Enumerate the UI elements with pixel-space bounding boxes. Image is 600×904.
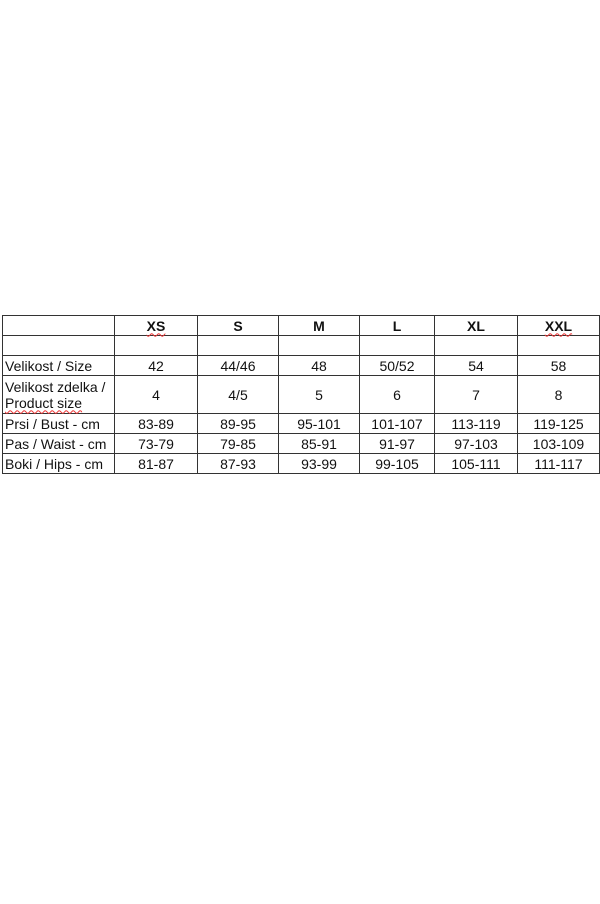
cell: 103-109 [517, 433, 600, 454]
blank-cell [2, 335, 115, 356]
cell: 81-87 [114, 453, 198, 474]
cell: 73-79 [114, 433, 198, 454]
header-xxl: XXL [517, 315, 600, 336]
blank-cell [114, 335, 198, 356]
cell: 58 [517, 355, 600, 376]
cell: 54 [434, 355, 518, 376]
cell: 42 [114, 355, 198, 376]
header-xl: XL [434, 315, 518, 336]
cell: 7 [434, 375, 518, 414]
cell: 99-105 [359, 453, 435, 474]
table-row-size: Velikost / Size 42 44/46 48 50/52 54 58 [2, 355, 600, 376]
table-row-bust: Prsi / Bust - cm 83-89 89-95 95-101 101-… [2, 413, 600, 434]
cell: 44/46 [197, 355, 279, 376]
row-label: Boki / Hips - cm [2, 453, 115, 474]
row-label: Pas / Waist - cm [2, 433, 115, 454]
cell: 5 [278, 375, 360, 414]
table-row-waist: Pas / Waist - cm 73-79 79-85 85-91 91-97… [2, 433, 600, 454]
cell: 4 [114, 375, 198, 414]
blank-cell [278, 335, 360, 356]
header-s: S [197, 315, 279, 336]
blank-cell [197, 335, 279, 356]
row-label: Velikost / Size [2, 355, 115, 376]
cell: 113-119 [434, 413, 518, 434]
row-label-line2: Product size [5, 394, 83, 411]
cell: 97-103 [434, 433, 518, 454]
cell: 95-101 [278, 413, 360, 434]
header-xs: XS [114, 315, 198, 336]
size-chart-table: XS S M L XL XXL Velikost / Size 42 44/46… [2, 315, 600, 474]
cell: 79-85 [197, 433, 279, 454]
cell: 8 [517, 375, 600, 414]
row-label: Velikost zdelka / Product size [2, 375, 115, 414]
table-row-product-size: Velikost zdelka / Product size 4 4/5 5 6 … [2, 375, 600, 414]
blank-cell [359, 335, 435, 356]
cell: 83-89 [114, 413, 198, 434]
header-xxl-text: XXL [544, 317, 573, 334]
header-l: L [359, 315, 435, 336]
cell: 93-99 [278, 453, 360, 474]
blank-cell [434, 335, 518, 356]
cell: 101-107 [359, 413, 435, 434]
cell: 89-95 [197, 413, 279, 434]
cell: 4/5 [197, 375, 279, 414]
header-xs-text: XS [146, 317, 166, 334]
header-cell-empty [2, 315, 115, 336]
row-label: Prsi / Bust - cm [2, 413, 115, 434]
cell: 87-93 [197, 453, 279, 474]
cell: 6 [359, 375, 435, 414]
row-label-line1: Velikost zdelka / [5, 378, 106, 395]
cell: 91-97 [359, 433, 435, 454]
header-m: M [278, 315, 360, 336]
cell: 105-111 [434, 453, 518, 474]
cell: 48 [278, 355, 360, 376]
cell: 50/52 [359, 355, 435, 376]
cell: 119-125 [517, 413, 600, 434]
cell: 85-91 [278, 433, 360, 454]
header-row: XS S M L XL XXL [2, 315, 600, 336]
table-row-hips: Boki / Hips - cm 81-87 87-93 93-99 99-10… [2, 453, 600, 474]
cell: 111-117 [517, 453, 600, 474]
blank-row [2, 335, 600, 356]
blank-cell [517, 335, 600, 356]
